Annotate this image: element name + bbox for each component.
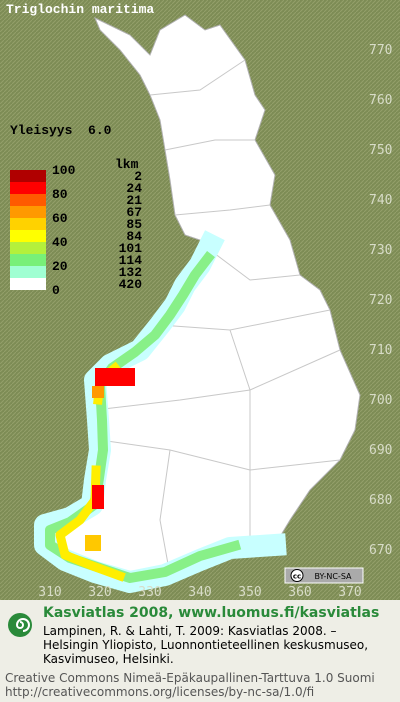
legend-count: 2 — [134, 169, 142, 184]
legend-swatch — [10, 266, 46, 278]
legend-scale-label: 0 — [52, 283, 60, 298]
easting-label: 310 — [38, 585, 61, 600]
legend-count: 24 — [126, 181, 142, 196]
svg-text:cc: cc — [293, 573, 301, 581]
legend-swatch — [10, 278, 46, 290]
legend-swatch — [10, 194, 46, 206]
northing-label: 710 — [369, 343, 392, 358]
logo — [8, 613, 32, 637]
occurrence-cells-high — [92, 485, 104, 509]
northing-label: 740 — [369, 193, 392, 208]
easting-label: 370 — [338, 585, 361, 600]
northing-label: 760 — [369, 93, 392, 108]
license-line: http://creativecommons.org/licenses/by-n… — [5, 685, 314, 699]
northing-label: 690 — [369, 443, 392, 458]
easting-label: 360 — [288, 585, 311, 600]
legend-count: 67 — [126, 205, 142, 220]
species-title: Triglochin maritima — [6, 2, 154, 17]
easting-label: 320 — [88, 585, 111, 600]
citation-line: Lampinen, R. & Lahti, T. 2009: Kasviatla… — [43, 624, 337, 638]
easting-label: 340 — [188, 585, 211, 600]
northing-label: 680 — [369, 493, 392, 508]
easting-label: 350 — [238, 585, 261, 600]
easting-label: 330 — [138, 585, 161, 600]
legend-swatch — [10, 242, 46, 254]
legend-count: 21 — [126, 193, 142, 208]
occurrence-cells-mid — [92, 386, 104, 398]
legend-count: 114 — [119, 253, 143, 268]
footer-heading: Kasviatlas 2008, www.luomus.fi/kasviatla… — [43, 605, 379, 621]
legend-swatch — [10, 254, 46, 266]
legend-count: 84 — [126, 229, 142, 244]
license-line: Creative Commons Nimeä-Epäkaupallinen-Ta… — [5, 671, 375, 685]
northing-label: 700 — [369, 393, 392, 408]
legend-scale-label: 60 — [52, 211, 68, 226]
legend-scale-label: 40 — [52, 235, 68, 250]
legend-scale-label: 100 — [52, 163, 76, 178]
northing-label: 770 — [369, 43, 392, 58]
legend-count: 101 — [119, 241, 143, 256]
legend-count: 420 — [119, 277, 143, 292]
legend-swatch — [10, 206, 46, 218]
legend-swatch — [10, 230, 46, 242]
license-badge-text: BY-NC-SA — [314, 572, 352, 581]
northing-label: 670 — [369, 543, 392, 558]
legend-scale-label: 20 — [52, 259, 68, 274]
northing-label: 730 — [369, 243, 392, 258]
legend-swatch — [10, 182, 46, 194]
province-borders — [94, 59, 341, 576]
legend-count: 132 — [119, 265, 143, 280]
occurrence-cells-high — [95, 368, 135, 386]
frequency-label: Yleisyys 6.0 — [10, 123, 112, 138]
license-badge: cc BY-NC-SA — [284, 567, 364, 584]
legend-count-header: lkm — [115, 157, 139, 172]
legend-count: 85 — [126, 217, 142, 232]
citation-line: Kasvimuseo, Helsinki. — [43, 652, 174, 666]
citation-line: Helsingin Yliopisto, Luonnontieteellinen… — [43, 638, 368, 652]
northing-label: 750 — [369, 143, 392, 158]
legend-swatch — [10, 170, 46, 182]
northing-label: 720 — [369, 293, 392, 308]
legend-scale-label: 80 — [52, 187, 68, 202]
occurrence-cells-mid — [85, 535, 101, 551]
legend-swatch — [10, 218, 46, 230]
